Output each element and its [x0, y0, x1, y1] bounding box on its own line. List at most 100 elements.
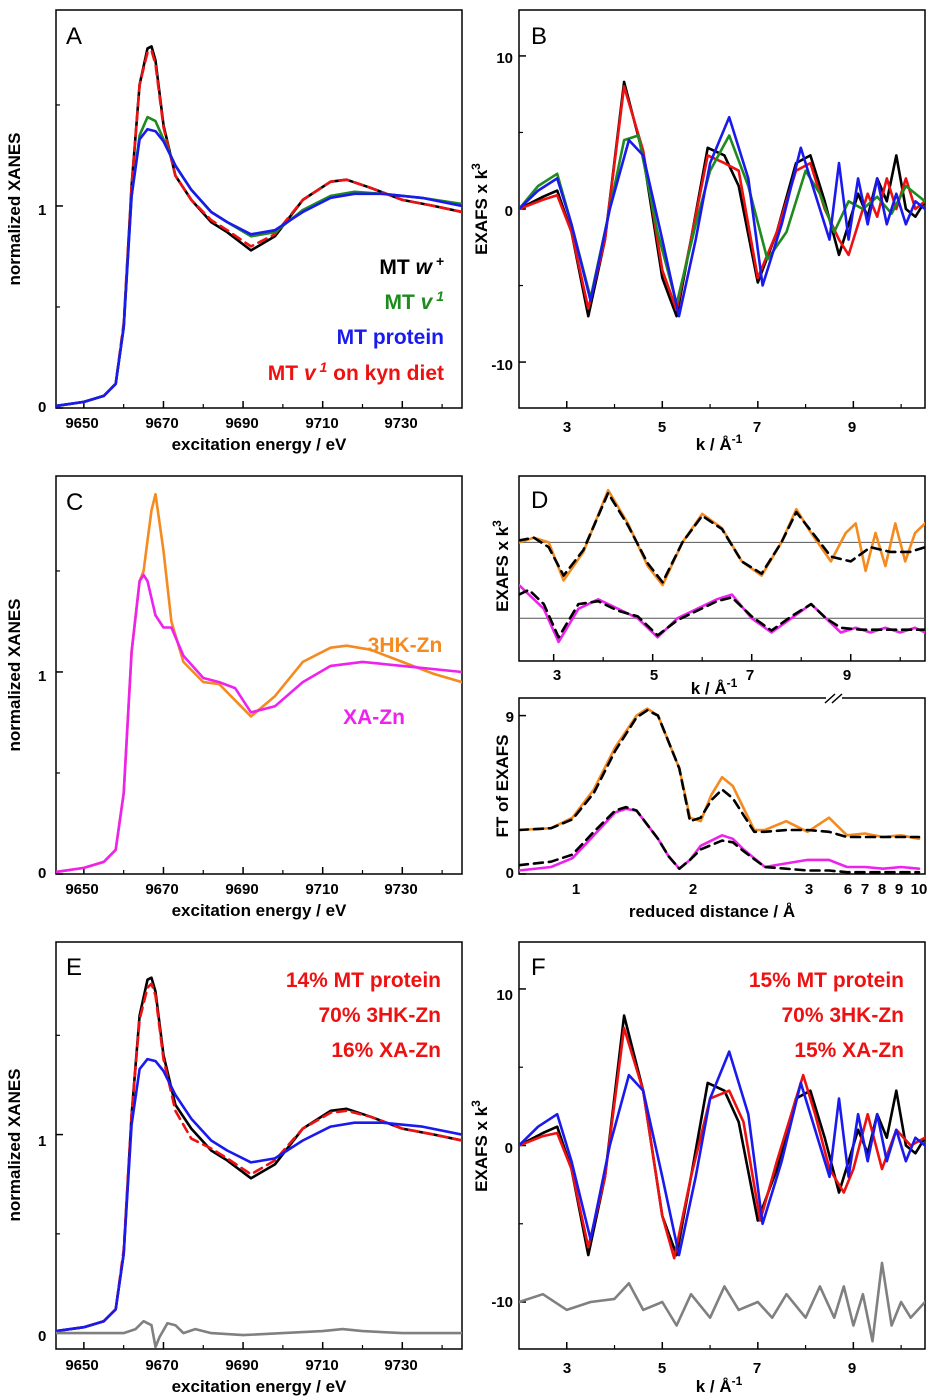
panel-a-xtick-9670: 9670	[145, 415, 178, 432]
panel-c-ytick-1: 1	[38, 668, 46, 685]
panel-a-legend: MT w + MT v 1 MT protein MT v 1 on kyn d…	[268, 253, 444, 385]
panel-d-bottom-series-3hk-zn-fit	[519, 709, 921, 839]
panel-d-bottom-xlabel: reduced distance / Å	[629, 902, 795, 921]
panel-a-label: A	[66, 23, 82, 50]
panel-c-xtick-9710: 9710	[305, 881, 338, 898]
panel-d-label: D	[531, 487, 548, 514]
panel-e-series-group	[56, 976, 462, 1349]
panel-c-ylabel: normalized XANES	[5, 598, 24, 751]
panel-a-ytick-1: 1	[38, 202, 46, 219]
panel-d-top-series-3hk-zn	[519, 488, 925, 587]
panel-b-xlabel: k / Å-1	[696, 432, 743, 454]
panel-a-xtick-9730: 9730	[384, 415, 417, 432]
panel-a-xtick-9690: 9690	[225, 415, 258, 432]
legend-xa-zn: XA-Zn	[343, 706, 405, 729]
axis-break-mark	[824, 693, 843, 704]
panel-b-xtick-9: 9	[848, 419, 856, 436]
panel-b-ytick-minus10: -10	[491, 357, 513, 374]
panel-f-ytick-0: 0	[505, 1140, 513, 1157]
panel-d-bottom-xtick-2: 2	[689, 881, 697, 898]
panel-c-ytick-0: 0	[38, 865, 46, 882]
panel-d-top-series-xa-zn-fit	[519, 588, 925, 639]
panel-c-series-xa-zn	[56, 573, 462, 874]
legend-e-mt-protein: 14% MT protein	[286, 969, 441, 992]
panel-f-xtick-9: 9	[848, 1360, 856, 1377]
panel-d-xtick-9: 9	[843, 667, 851, 684]
legend-mt-protein: MT protein	[337, 326, 444, 349]
panel-b: B 10 0 -10 3 5 7 9 k / Å-1 EXAFS x k3	[469, 9, 926, 454]
panel-f-ylabel: EXAFS x k3	[469, 1100, 491, 1192]
panel-f-series-blue	[519, 1050, 925, 1257]
axis-break-mask	[826, 692, 842, 704]
panel-f-ytick-10: 10	[496, 987, 513, 1004]
panel-d-bottom-frame	[518, 697, 926, 875]
panel-e-label: E	[66, 954, 82, 981]
legend-f-mt-protein: 15% MT protein	[749, 969, 904, 992]
legend-e-xa-zn: 16% XA-Zn	[331, 1039, 441, 1062]
legend-mt-w-plus: MT w +	[379, 253, 444, 279]
panel-d-top: D 3 5 7 9 k / Å-1 EXAFS x k3	[490, 475, 926, 698]
panel-d-bottom-series-group	[519, 707, 921, 874]
panel-a-plot	[56, 45, 462, 409]
legend-mt-v1-kyn: MT v 1 on kyn diet	[268, 359, 444, 385]
panel-c-plot	[56, 492, 462, 875]
panel-b-xtick-7: 7	[753, 419, 761, 436]
panel-b-ytick-10: 10	[496, 50, 513, 67]
panel-d-bottom-xtick-8: 8	[878, 881, 886, 898]
panel-d-bottom-series-xa-zn-fit	[519, 805, 921, 874]
panel-f-xtick-3: 3	[563, 1360, 571, 1377]
panel-c-xtick-9730: 9730	[384, 881, 417, 898]
panel-d-xtick-7: 7	[746, 667, 754, 684]
panel-b-series-mt-protein	[519, 115, 925, 318]
panel-f: F 10 0 -10 3 5 7 9 k / Å-1 EXAFS x k3 15…	[469, 941, 926, 1396]
panel-c-xtick-9650: 9650	[65, 881, 98, 898]
panel-e-series-gray	[56, 1319, 462, 1349]
panel-b-series-group	[519, 80, 925, 318]
panel-d-bottom-ylabel: FT of EXAFS	[493, 735, 512, 838]
panel-a: A 1 0 9650 9670 9690 9710 9730 excitatio…	[5, 9, 463, 454]
panel-f-series-gray	[519, 1261, 925, 1343]
panel-d-bottom-xtick-3: 3	[805, 881, 813, 898]
panel-d-bottom-xtick-9: 9	[895, 881, 903, 898]
legend-3hk-zn: 3HK-Zn	[368, 634, 443, 657]
panel-b-ylabel: EXAFS x k3	[469, 163, 491, 255]
panel-e: E 1 0 9650 9670 9690 9710 9730 excitatio…	[5, 941, 463, 1396]
panel-c-xtick-9690: 9690	[225, 881, 258, 898]
panel-e-xtick-9670: 9670	[145, 1357, 178, 1374]
panel-a-series-mt-w-	[56, 45, 462, 408]
panel-f-xtick-7: 7	[753, 1360, 761, 1377]
panel-a-frame	[55, 9, 463, 409]
panel-d-top-series-xa-zn	[519, 583, 925, 644]
panel-e-series-blue	[56, 1057, 462, 1333]
panel-d-bottom-xtick-7: 7	[861, 881, 869, 898]
panel-b-series-mt-w-	[519, 80, 925, 318]
panel-f-xtick-5: 5	[658, 1360, 666, 1377]
panel-a-series-mt-v1-on-kyn-diet	[56, 49, 462, 408]
panel-c-frame	[55, 475, 463, 875]
panel-f-ytick-minus10: -10	[491, 1294, 513, 1311]
panel-c-label: C	[66, 489, 83, 516]
panel-c-xtick-9670: 9670	[145, 881, 178, 898]
panel-f-series-group	[519, 1014, 925, 1343]
panel-d-bottom-xtick-6: 6	[844, 881, 852, 898]
panel-d-xtick-5: 5	[650, 667, 658, 684]
panel-e-series-black	[56, 976, 462, 1333]
panel-c-series-3hk-zn	[56, 492, 462, 874]
panel-e-xtick-9650: 9650	[65, 1357, 98, 1374]
panel-d-top-plot	[519, 488, 925, 661]
panel-b-ytick-0: 0	[505, 203, 513, 220]
panel-d-top-xlabel: k / Å-1	[691, 676, 738, 698]
panel-e-ytick-0: 0	[38, 1328, 46, 1345]
legend-e-3hk-zn: 70% 3HK-Zn	[318, 1004, 441, 1027]
panel-b-xtick-5: 5	[658, 419, 666, 436]
panel-a-xlabel: excitation energy / eV	[172, 435, 347, 454]
panel-b-xtick-3: 3	[563, 419, 571, 436]
panel-d-bottom-ytick-9: 9	[506, 709, 514, 726]
panel-e-xtick-9730: 9730	[384, 1357, 417, 1374]
panel-d-bottom-series-3hk-zn	[519, 707, 921, 841]
panel-a-ylabel: normalized XANES	[5, 132, 24, 285]
panel-d-bottom: 9 0 1 2 3 6 7 8 9 10 reduced distance / …	[493, 692, 927, 921]
legend-f-xa-zn: 15% XA-Zn	[794, 1039, 904, 1062]
panel-d-top-series-group	[519, 488, 925, 644]
